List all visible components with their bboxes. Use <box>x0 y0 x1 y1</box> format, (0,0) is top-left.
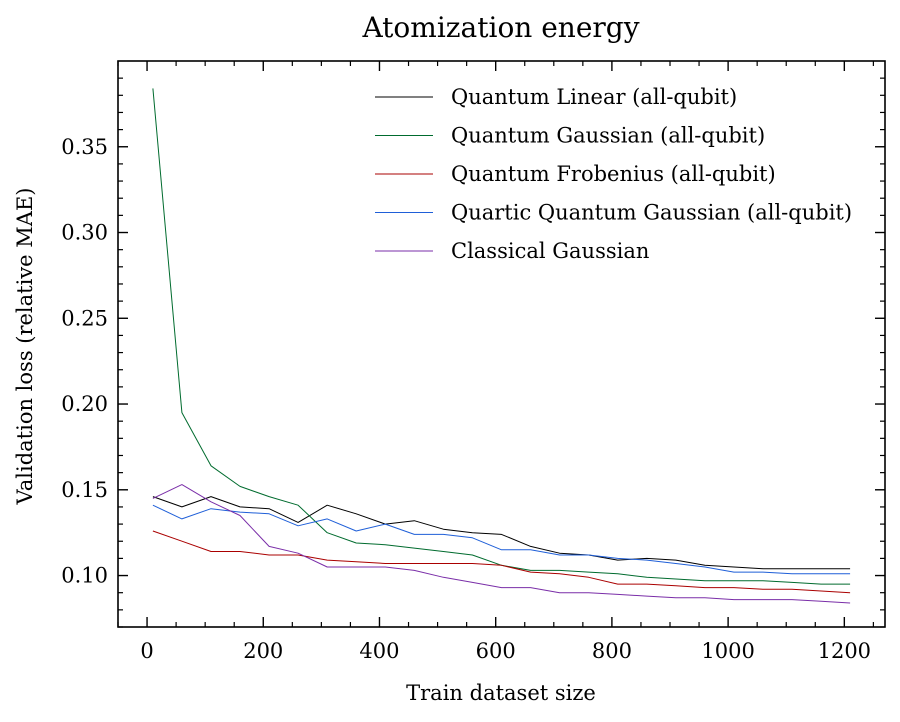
series-line-4 <box>152 504 851 575</box>
y-tick-label: 0.15 <box>61 478 108 502</box>
x-tick-label: 1000 <box>701 639 754 663</box>
y-tick-label: 0.25 <box>61 306 108 330</box>
x-axis-label: Train dataset size <box>406 681 596 705</box>
legend: Quantum Linear (all-qubit) Quantum Gaussi… <box>375 85 852 263</box>
x-tick-label: 200 <box>243 639 283 663</box>
x-tick-label: 800 <box>592 639 632 663</box>
x-tick-label: 600 <box>476 639 516 663</box>
x-tick-label: 1200 <box>818 639 871 663</box>
legend-label-1: Quantum Linear (all-qubit) <box>451 85 737 109</box>
y-axis-label: Validation loss (relative MAE) <box>13 188 37 506</box>
x-tick-label: 0 <box>140 639 153 663</box>
x-tick-label: 400 <box>359 639 399 663</box>
series-line-5 <box>152 484 851 604</box>
series-line-3 <box>152 530 851 594</box>
chart-title: Atomization energy <box>361 11 639 44</box>
y-tick-label: 0.35 <box>61 135 108 159</box>
plot-frame <box>117 60 886 628</box>
series-line-1 <box>152 496 851 570</box>
legend-label-4: Quartic Quantum Gaussian (all-qubit) <box>451 201 852 225</box>
y-tick-label: 0.20 <box>61 392 108 416</box>
legend-label-3: Quantum Frobenius (all-qubit) <box>451 162 776 186</box>
y-tick-label: 0.30 <box>61 221 108 245</box>
legend-label-2: Quantum Gaussian (all-qubit) <box>451 124 765 148</box>
y-tick-label: 0.10 <box>61 564 108 588</box>
legend-label-5: Classical Gaussian <box>451 239 649 263</box>
plot-area: 0 200 400 600 800 1000 1200 0.10 0.15 0.20 0.25 0.3… <box>61 60 886 663</box>
